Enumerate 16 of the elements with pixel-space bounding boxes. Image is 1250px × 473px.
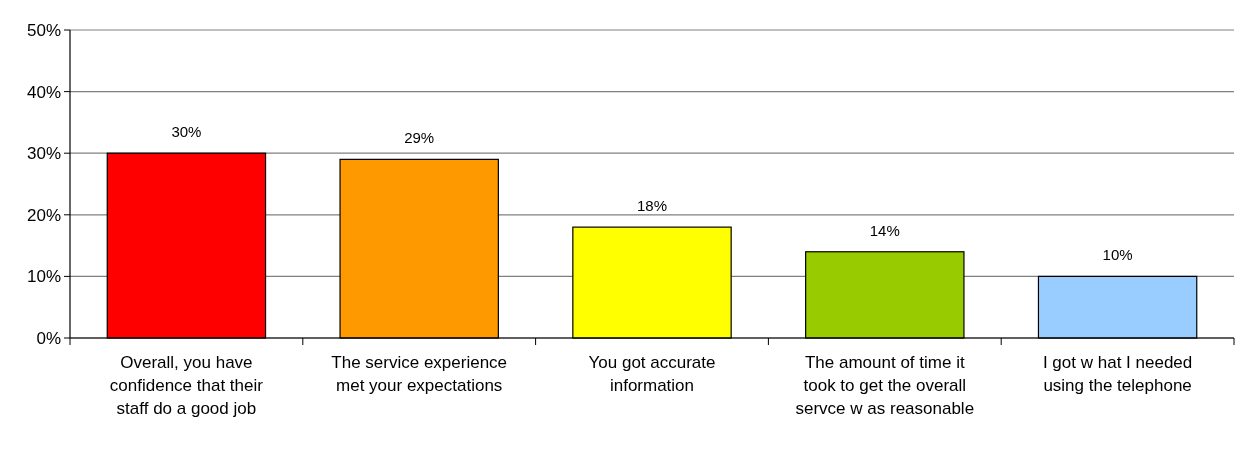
y-tick-label: 50% <box>26 20 61 40</box>
y-tick-label: 10% <box>26 267 61 287</box>
x-tick-label: I got w hat I needed using the telephone <box>1042 353 1193 395</box>
y-tick-label: 40% <box>26 82 61 102</box>
x-tick-label: You got accurate information <box>588 353 716 395</box>
x-tick-label: Overall, you have confidence that their staff do a good job <box>109 353 264 418</box>
y-tick-label: 20% <box>26 205 61 225</box>
x-tick-label: The service experience met your expectations <box>331 353 508 395</box>
data-label: 10% <box>1102 246 1133 264</box>
x-tick-label: The amount of time it took to get the overall servce w as reasonable <box>795 353 975 418</box>
data-label: 30% <box>171 123 202 141</box>
y-tick-label: 30% <box>26 144 61 164</box>
data-label: 18% <box>636 197 668 215</box>
data-label: 29% <box>404 129 435 147</box>
data-label: 14% <box>869 221 900 239</box>
y-tick-label: 0% <box>36 328 61 348</box>
